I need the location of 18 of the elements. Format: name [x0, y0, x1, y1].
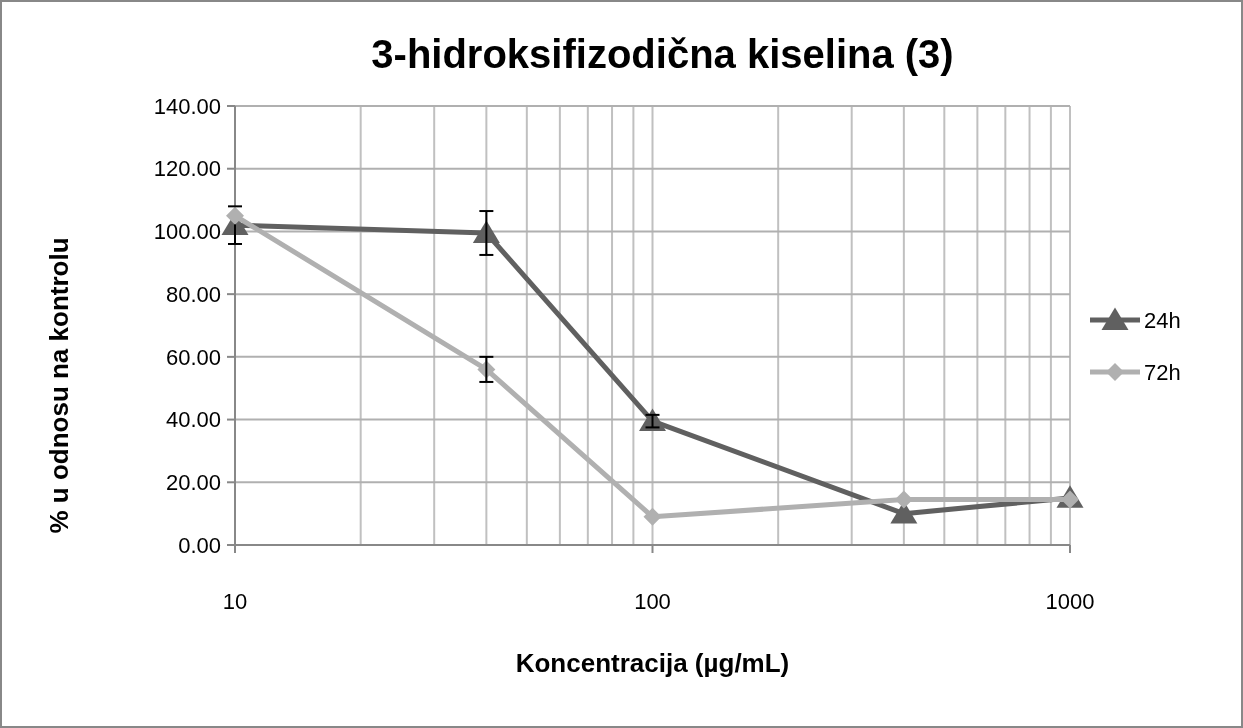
x-tick-label: 1000 — [1045, 589, 1095, 614]
point — [643, 507, 662, 526]
y-tick-label: 0.00 — [178, 532, 221, 558]
chart-title: 3-hidroksifizodična kiselina (3) — [371, 32, 954, 76]
y-tick-label: 140.00 — [153, 93, 221, 119]
y-tick-label: 60.00 — [165, 344, 221, 370]
y-tick-label: 120.00 — [153, 156, 221, 182]
y-tick-label: 20.00 — [165, 469, 221, 495]
x-tick-label: 100 — [634, 589, 671, 614]
point — [226, 206, 244, 225]
y-tick-label: 40.00 — [165, 407, 221, 433]
y-tick-label: 100.00 — [153, 219, 221, 245]
y-tick-label: 80.00 — [165, 281, 221, 307]
x-tick-label: 10 — [222, 589, 248, 614]
x-axis-title: Koncentracija (µg/mL) — [515, 648, 790, 678]
y-axis-title: % u odnosu na kontrolu — [44, 237, 74, 534]
legend-label: 24h — [1144, 307, 1181, 333]
legend-label: 72h — [1144, 359, 1181, 385]
